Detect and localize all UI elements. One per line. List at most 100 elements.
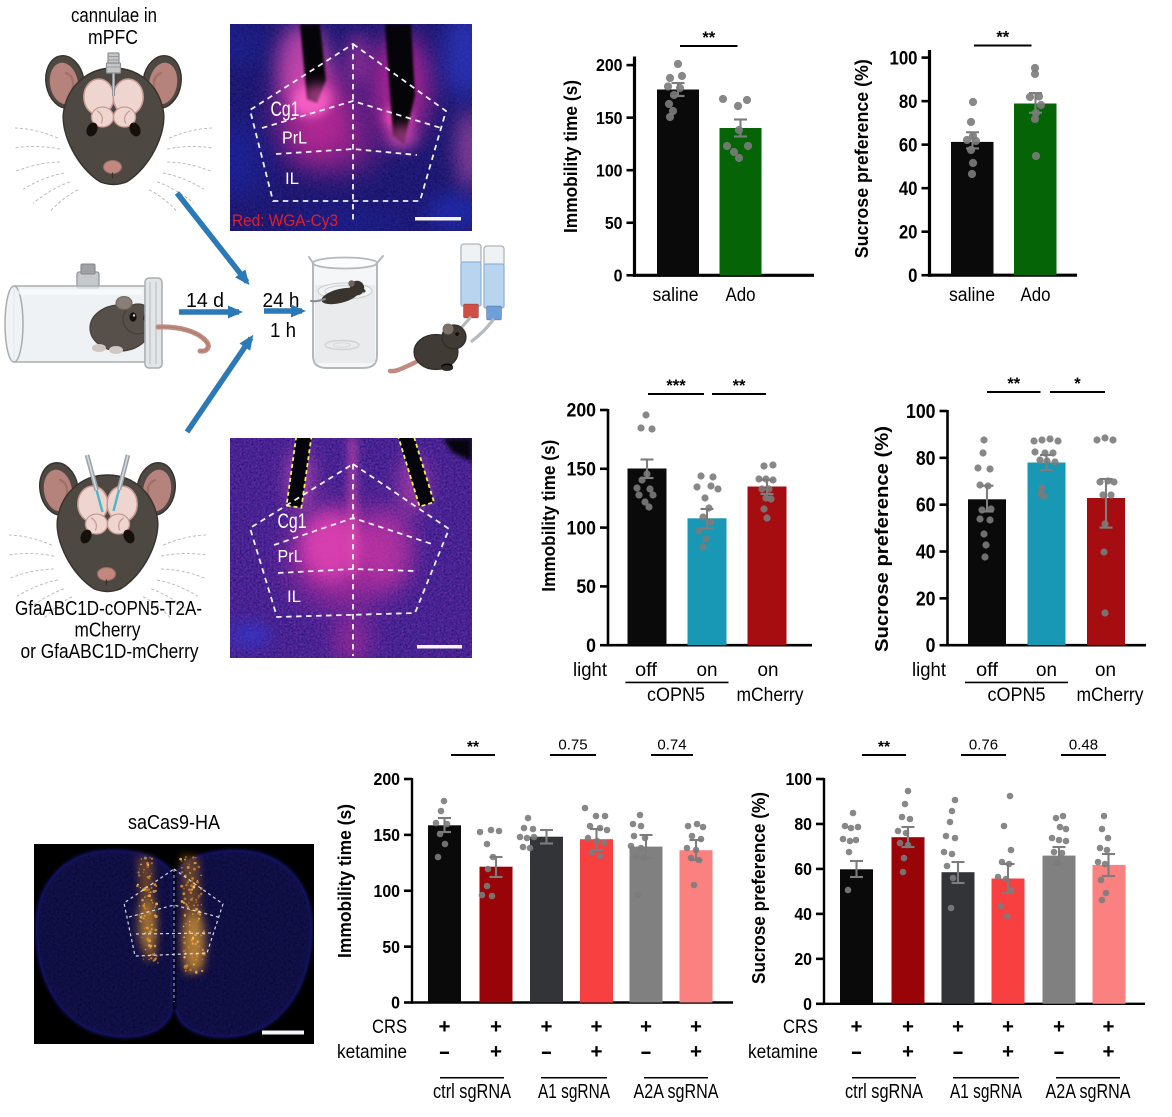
svg-text:+: +: [541, 1016, 553, 1038]
svg-text:+: +: [1002, 1016, 1014, 1038]
svg-text:on: on: [758, 659, 779, 681]
svg-text:+: +: [690, 1041, 702, 1063]
svg-text:**: **: [702, 29, 715, 47]
svg-text:100: 100: [890, 47, 918, 69]
svg-text:off: off: [976, 659, 999, 681]
svg-text:off: off: [635, 659, 658, 681]
svg-text:+: +: [851, 1016, 863, 1038]
svg-text:*: *: [1074, 375, 1081, 393]
svg-text:**: **: [733, 377, 746, 395]
svg-text:0: 0: [614, 265, 623, 285]
svg-text:100: 100: [567, 518, 597, 539]
svg-text:60: 60: [916, 495, 936, 517]
svg-text:100: 100: [374, 881, 401, 901]
svg-text:GfaABC1D-cOPN5-T2A-: GfaABC1D-cOPN5-T2A-: [15, 598, 202, 620]
svg-text:+: +: [1002, 1041, 1014, 1063]
svg-text:60: 60: [794, 859, 812, 879]
svg-text:100: 100: [596, 160, 623, 180]
svg-text:A1 sgRNA: A1 sgRNA: [538, 1081, 611, 1103]
svg-text:0: 0: [908, 265, 917, 287]
svg-text:Immobility time (s): Immobility time (s): [538, 440, 559, 592]
svg-text:+: +: [591, 1041, 603, 1063]
svg-text:60: 60: [899, 134, 918, 156]
svg-text:CRS: CRS: [372, 1016, 407, 1038]
svg-text:+: +: [439, 1016, 451, 1038]
svg-text:80: 80: [899, 91, 918, 113]
svg-text:ctrl sgRNA: ctrl sgRNA: [433, 1081, 512, 1103]
svg-text:0.75: 0.75: [558, 737, 587, 754]
svg-text:ketamine: ketamine: [748, 1041, 818, 1063]
svg-text:+: +: [640, 1016, 652, 1038]
svg-text:saline: saline: [949, 285, 995, 306]
svg-text:on: on: [1036, 659, 1057, 681]
svg-text:+: +: [1103, 1016, 1115, 1038]
svg-text:or GfaABC1D-mCherry: or GfaABC1D-mCherry: [21, 641, 199, 663]
svg-text:14 d: 14 d: [186, 290, 224, 312]
svg-text:0: 0: [926, 635, 936, 657]
svg-text:150: 150: [374, 825, 401, 845]
svg-text:0.74: 0.74: [657, 737, 686, 754]
svg-text:A1 sgRNA: A1 sgRNA: [950, 1081, 1023, 1103]
svg-text:IL: IL: [287, 588, 301, 606]
svg-text:50: 50: [605, 213, 623, 233]
svg-text:cOPN5: cOPN5: [988, 684, 1046, 706]
svg-text:**: **: [996, 29, 1009, 47]
svg-text:mCherry: mCherry: [737, 684, 804, 706]
svg-text:on: on: [1095, 659, 1116, 681]
svg-text:light: light: [573, 659, 608, 681]
svg-text:0: 0: [391, 993, 400, 1013]
svg-text:**: **: [1007, 375, 1020, 393]
svg-text:mPFC: mPFC: [88, 26, 138, 49]
svg-text:150: 150: [567, 459, 597, 480]
svg-text:+: +: [902, 1016, 914, 1038]
svg-text:+: +: [690, 1016, 702, 1038]
svg-text:Immobility time (s): Immobility time (s): [560, 80, 581, 233]
svg-text:0: 0: [586, 636, 596, 657]
svg-text:+: +: [490, 1016, 502, 1038]
svg-text:+: +: [902, 1041, 914, 1063]
svg-text:A2A sgRNA: A2A sgRNA: [1046, 1081, 1132, 1103]
svg-text:40: 40: [916, 542, 936, 564]
svg-text:CRS: CRS: [783, 1016, 818, 1038]
svg-text:+: +: [591, 1016, 603, 1038]
svg-text:0.48: 0.48: [1069, 737, 1098, 754]
svg-text:Ado: Ado: [726, 285, 756, 306]
svg-text:-: -: [640, 1041, 652, 1063]
svg-text:A2A sgRNA: A2A sgRNA: [634, 1081, 720, 1103]
svg-text:ketamine: ketamine: [337, 1041, 407, 1063]
svg-text:24 h: 24 h: [263, 290, 300, 312]
svg-text:150: 150: [596, 108, 623, 128]
svg-text:-: -: [952, 1041, 964, 1063]
svg-text:40: 40: [899, 178, 918, 200]
svg-text:PrL: PrL: [282, 128, 307, 148]
svg-text:**: **: [878, 739, 891, 756]
svg-text:on: on: [697, 659, 718, 681]
svg-text:ctrl sgRNA: ctrl sgRNA: [845, 1081, 924, 1103]
svg-text:80: 80: [916, 448, 936, 470]
svg-text:+: +: [1053, 1016, 1065, 1038]
svg-text:IL: IL: [285, 170, 299, 188]
svg-text:20: 20: [916, 588, 936, 610]
svg-text:***: ***: [666, 377, 686, 395]
svg-text:0.76: 0.76: [969, 737, 998, 754]
svg-text:Immobility time (s): Immobility time (s): [335, 804, 355, 958]
svg-text:+: +: [490, 1041, 502, 1063]
svg-text:50: 50: [576, 577, 596, 598]
svg-text:Sucrose preference (%): Sucrose preference (%): [851, 59, 872, 258]
svg-text:cannulae in: cannulae in: [71, 4, 157, 27]
svg-text:Cg1: Cg1: [278, 510, 307, 533]
svg-text:saCas9-HA: saCas9-HA: [128, 812, 221, 834]
svg-text:light: light: [912, 659, 947, 681]
svg-text:+: +: [952, 1016, 964, 1038]
svg-text:100: 100: [786, 769, 813, 789]
svg-text:Red: WGA-Cy3: Red: WGA-Cy3: [232, 212, 338, 230]
svg-text:Ado: Ado: [1021, 285, 1051, 306]
svg-text:Sucrose preference (%): Sucrose preference (%): [749, 792, 769, 984]
svg-text:**: **: [467, 739, 480, 756]
svg-text:mCherry: mCherry: [1077, 684, 1144, 706]
svg-text:PrL: PrL: [278, 546, 303, 566]
svg-text:50: 50: [382, 937, 400, 957]
svg-text:-: -: [851, 1041, 863, 1063]
svg-text:saline: saline: [653, 285, 699, 306]
svg-text:100: 100: [906, 401, 936, 423]
